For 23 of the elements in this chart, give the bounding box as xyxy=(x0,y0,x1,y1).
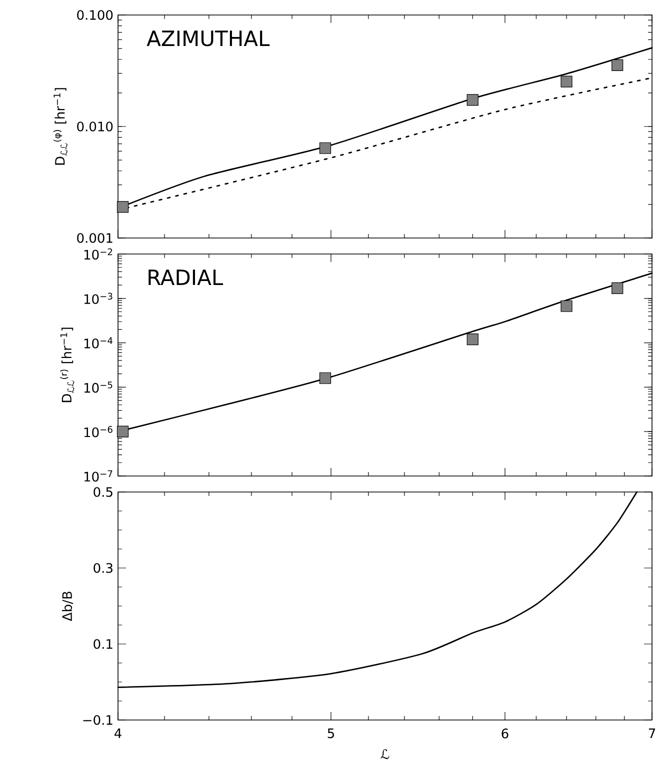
y-tick-label: 10$^{−6}$ xyxy=(84,426,112,438)
x-tick-label: 4 xyxy=(114,728,122,738)
y-tick-label: −0.1 xyxy=(83,715,112,725)
annotation: AZIMUTHAL xyxy=(146,30,270,46)
y-axis-title: Δb/B xyxy=(62,592,74,622)
y-axis-title: D$_{ℒℒ}$$^{(φ)}$ [hr$^{−1}$] xyxy=(53,88,68,165)
x-tick-label: 7 xyxy=(648,728,656,738)
y-tick-label: 0.1 xyxy=(94,639,112,649)
x-tick-label: 6 xyxy=(502,728,508,738)
y-tick-label: 10$^{−4}$ xyxy=(84,337,112,348)
y-tick-label: 0.001 xyxy=(77,233,112,243)
y-tick-label: 0.5 xyxy=(94,487,112,497)
x-axis-title: ℒ xyxy=(380,749,390,760)
y-tick-label: 10$^{−3}$ xyxy=(84,292,112,304)
y-tick-label: 0.010 xyxy=(77,122,113,132)
y-tick-label: 10$^{−7}$ xyxy=(84,470,112,482)
annotation: RADIAL xyxy=(148,270,224,285)
y-tick-label: 10$^{−2}$ xyxy=(84,248,112,260)
x-tick-label: 5 xyxy=(328,728,334,738)
y-tick-label: 0.3 xyxy=(94,563,112,573)
y-axis-title: D$_{ℒℒ}$$^{(r)}$ [hr$^{−1}$] xyxy=(60,328,74,402)
y-tick-label: 10$^{−5}$ xyxy=(84,382,112,393)
y-tick-label: 0.100 xyxy=(77,10,113,20)
